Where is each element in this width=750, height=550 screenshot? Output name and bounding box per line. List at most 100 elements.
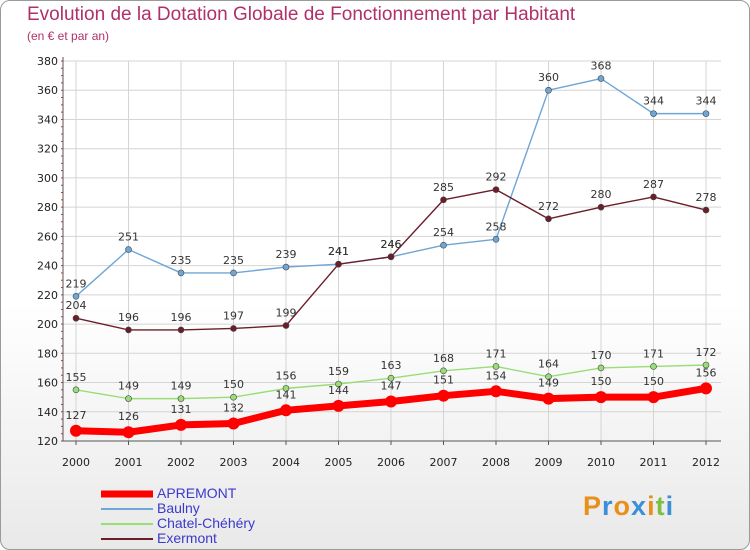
data-point-chatel-chehery <box>282 385 290 392</box>
x-tick-label: 2007 <box>430 456 458 469</box>
data-label-baulny: 251 <box>118 231 139 244</box>
data-point-baulny <box>492 236 500 243</box>
y-tick-label: 280 <box>37 201 58 214</box>
data-label-apremont: 154 <box>486 369 507 382</box>
legend-label-chatel-chehery: Chatel-Chéhéry <box>157 515 256 531</box>
series-lines <box>70 75 712 439</box>
data-label-baulny: 254 <box>433 226 454 239</box>
data-point-chatel-chehery <box>335 380 342 388</box>
data-point-exermont <box>282 322 290 329</box>
data-point-chatel-chehery <box>650 363 657 370</box>
data-label-baulny: 344 <box>696 95 717 108</box>
data-label-chatel-chehery: 171 <box>643 347 664 360</box>
data-label-chatel-chehery: 149 <box>118 380 139 393</box>
data-label-exermont: 197 <box>223 309 244 322</box>
data-point-baulny <box>177 269 185 277</box>
data-point-baulny <box>545 86 552 94</box>
logo-letter: i <box>665 491 675 521</box>
data-labels: 127 126 131 132 141 144 147 151 154 149 150 150 156 2… <box>66 60 717 424</box>
data-point-apremont <box>647 391 660 404</box>
x-tick-label: 2009 <box>535 456 563 469</box>
legend-label-apremont: APREMONT <box>157 485 237 501</box>
x-tick-label: 2003 <box>220 456 248 469</box>
logo-letter: P <box>583 491 603 521</box>
data-point-apremont <box>542 392 555 405</box>
data-label-exermont: 196 <box>118 311 139 324</box>
data-label-exermont: 292 <box>486 171 507 184</box>
data-label-chatel-chehery: 156 <box>276 369 297 382</box>
data-label-exermont: 246 <box>381 238 402 251</box>
data-label-chatel-chehery: 168 <box>433 352 454 365</box>
y-tick-label: 320 <box>37 143 58 156</box>
data-label-baulny: 239 <box>276 248 297 261</box>
legend-item-apremont: APREMONT <box>101 485 361 501</box>
y-tick-label: 340 <box>37 113 58 126</box>
x-tick-label: 2000 <box>62 456 90 469</box>
data-point-exermont <box>230 325 237 332</box>
legend-swatch-chatel-chehery <box>101 522 153 525</box>
data-point-chatel-chehery <box>597 364 605 372</box>
data-point-apremont <box>700 382 712 395</box>
data-point-chatel-chehery <box>125 395 132 402</box>
data-point-baulny <box>230 269 237 277</box>
data-point-baulny <box>650 110 657 117</box>
data-point-chatel-chehery <box>387 374 395 382</box>
x-tick-label: 2002 <box>167 456 195 469</box>
logo-letter: o <box>613 491 632 521</box>
data-label-baulny: 258 <box>486 220 507 233</box>
data-point-baulny <box>125 246 132 253</box>
data-label-exermont: 199 <box>276 307 297 320</box>
data-label-apremont: 151 <box>433 374 454 387</box>
data-point-chatel-chehery <box>492 363 500 370</box>
logo-letter: r <box>602 491 614 521</box>
y-tick-label: 140 <box>37 406 58 419</box>
data-label-exermont: 241 <box>328 245 349 258</box>
data-point-baulny <box>702 110 710 117</box>
data-label-baulny: 360 <box>538 71 559 84</box>
data-label-apremont: 144 <box>328 384 349 397</box>
data-label-exermont: 196 <box>171 311 192 324</box>
chart-subtitle: (en € et par an) <box>27 29 110 43</box>
data-label-chatel-chehery: 164 <box>538 358 559 371</box>
data-label-exermont: 287 <box>643 178 664 191</box>
y-tick-label: 180 <box>37 347 58 360</box>
x-tick-label: 2011 <box>640 456 668 469</box>
data-point-apremont <box>332 399 345 412</box>
x-tick-label: 2005 <box>325 456 353 469</box>
data-label-exermont: 278 <box>696 191 717 204</box>
y-tick-label: 240 <box>37 260 58 273</box>
y-tick-label: 360 <box>37 84 58 97</box>
x-tick-label: 2010 <box>587 456 615 469</box>
data-label-baulny: 235 <box>171 254 192 267</box>
y-tick-label: 300 <box>37 172 58 185</box>
legend-item-exermont: Exermont <box>101 530 361 546</box>
x-tick-label: 2004 <box>272 456 300 469</box>
data-point-apremont <box>595 391 607 404</box>
data-point-apremont <box>385 395 397 408</box>
data-label-exermont: 204 <box>66 299 87 312</box>
data-label-chatel-chehery: 170 <box>591 349 612 362</box>
data-point-apremont <box>175 418 187 431</box>
data-point-exermont <box>387 253 395 261</box>
legend-swatch-apremont <box>101 490 153 497</box>
data-label-chatel-chehery: 155 <box>66 371 87 384</box>
chart-title: Evolution de la Dotation Globale de Fonc… <box>27 4 576 25</box>
data-point-apremont <box>490 385 502 398</box>
x-tick-label: 2001 <box>115 456 143 469</box>
data-point-chatel-chehery <box>545 373 552 380</box>
data-point-exermont <box>177 326 185 334</box>
logo-letter: t <box>655 491 666 521</box>
proxiti-logo: Proxiti <box>583 491 674 522</box>
data-point-baulny <box>72 293 80 300</box>
data-point-apremont <box>70 424 82 437</box>
grid-lines <box>63 60 721 442</box>
data-point-exermont <box>650 193 657 201</box>
y-tick-label: 260 <box>37 230 58 243</box>
data-label-apremont: 150 <box>591 375 612 388</box>
y-tick-label: 160 <box>37 377 58 390</box>
data-label-apremont: 147 <box>381 380 402 393</box>
data-point-chatel-chehery <box>702 361 710 369</box>
data-label-apremont: 150 <box>643 375 664 388</box>
data-label-exermont: 285 <box>433 181 454 194</box>
